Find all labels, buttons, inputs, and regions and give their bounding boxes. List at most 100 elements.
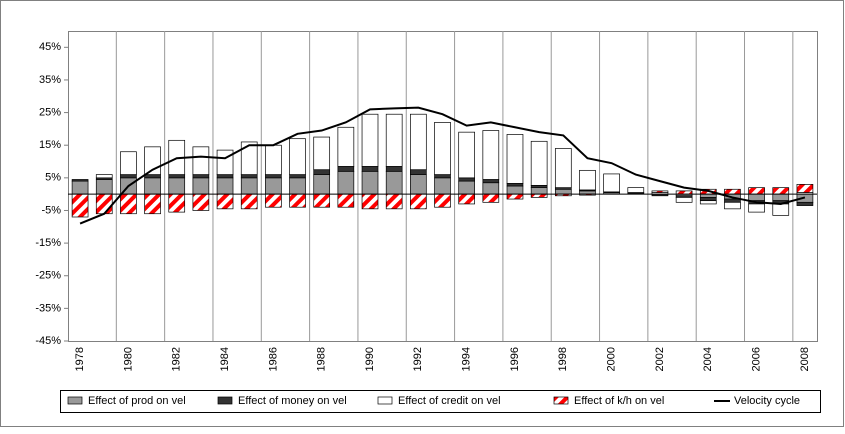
y-tick-label: 15% bbox=[39, 139, 61, 151]
bar bbox=[410, 174, 427, 195]
x-tick-label: 1988 bbox=[316, 347, 328, 371]
bar bbox=[192, 177, 210, 195]
bar bbox=[289, 177, 306, 195]
bar bbox=[434, 193, 451, 208]
bar bbox=[361, 193, 379, 210]
bar bbox=[458, 193, 475, 205]
bar bbox=[313, 174, 331, 195]
bar bbox=[192, 174, 210, 179]
y-tick-label: -15% bbox=[35, 237, 61, 249]
bar bbox=[240, 174, 258, 179]
bar bbox=[168, 177, 186, 195]
bar bbox=[240, 193, 258, 210]
bar bbox=[95, 193, 113, 215]
bar bbox=[289, 174, 306, 179]
bar bbox=[434, 177, 451, 195]
bar bbox=[144, 193, 161, 215]
bar bbox=[410, 113, 427, 171]
y-tick-label: -45% bbox=[35, 335, 61, 347]
bar bbox=[361, 166, 379, 172]
bar bbox=[71, 179, 89, 182]
bar bbox=[554, 148, 572, 188]
bar bbox=[603, 173, 620, 193]
bar bbox=[337, 170, 355, 195]
x-tick-label: 1982 bbox=[171, 347, 183, 371]
bar bbox=[265, 144, 282, 175]
bar bbox=[385, 193, 403, 210]
bar bbox=[530, 187, 548, 195]
bar bbox=[120, 174, 137, 179]
x-tick-label: 2002 bbox=[654, 347, 666, 371]
x-tick-label: 1980 bbox=[122, 347, 134, 371]
bar bbox=[95, 174, 113, 179]
bar bbox=[554, 188, 572, 195]
bar bbox=[71, 180, 89, 195]
x-tick-label: 1992 bbox=[412, 347, 424, 371]
bar bbox=[313, 136, 331, 171]
bar bbox=[506, 193, 524, 200]
bar bbox=[482, 179, 500, 184]
bar bbox=[530, 140, 548, 186]
bar bbox=[410, 169, 427, 175]
bar bbox=[385, 166, 403, 172]
x-tick-label: 2000 bbox=[606, 347, 618, 371]
bar bbox=[748, 203, 765, 213]
bar bbox=[482, 193, 500, 203]
legend-label: Effect of money on vel bbox=[238, 395, 347, 407]
bar bbox=[337, 166, 355, 172]
bar bbox=[506, 185, 524, 195]
bar bbox=[482, 182, 500, 195]
bar bbox=[458, 180, 475, 195]
x-tick-label: 2006 bbox=[751, 347, 763, 371]
bar bbox=[796, 184, 814, 193]
bar bbox=[651, 190, 669, 193]
legend-label: Effect of credit on vel bbox=[398, 395, 501, 407]
y-tick-label: -5% bbox=[41, 204, 61, 216]
bar bbox=[265, 177, 282, 195]
bar bbox=[289, 138, 306, 175]
legend-swatch bbox=[553, 396, 569, 405]
bar bbox=[361, 113, 379, 167]
bar bbox=[95, 179, 113, 195]
x-tick-label: 1978 bbox=[74, 347, 86, 371]
bar bbox=[385, 113, 403, 167]
bar bbox=[772, 203, 790, 216]
bar bbox=[71, 193, 89, 218]
bar bbox=[216, 174, 234, 179]
bar bbox=[506, 183, 524, 187]
y-tick-label: 5% bbox=[45, 172, 61, 184]
legend-swatch bbox=[217, 396, 233, 405]
bar bbox=[675, 197, 693, 203]
bar bbox=[772, 193, 790, 202]
legend-swatch bbox=[377, 396, 393, 405]
y-tick-label: -35% bbox=[35, 302, 61, 314]
x-tick-label: 2004 bbox=[702, 347, 714, 371]
bar bbox=[434, 122, 451, 175]
x-tick-label: 2008 bbox=[799, 347, 811, 371]
bar bbox=[458, 177, 475, 182]
x-tick-label: 1984 bbox=[219, 347, 231, 371]
legend-label: Effect of k/h on vel bbox=[574, 395, 664, 407]
x-tick-label: 1990 bbox=[364, 347, 376, 371]
bar bbox=[724, 201, 741, 210]
bar bbox=[240, 177, 258, 195]
bar bbox=[120, 193, 137, 215]
bar bbox=[216, 193, 234, 210]
bar bbox=[361, 170, 379, 195]
bar bbox=[506, 134, 524, 184]
x-tick-label: 1998 bbox=[557, 347, 569, 371]
x-tick-label: 1996 bbox=[509, 347, 521, 371]
bar bbox=[724, 188, 741, 195]
bar bbox=[216, 177, 234, 195]
bar bbox=[410, 193, 427, 210]
y-tick-label: -25% bbox=[35, 270, 61, 282]
legend-swatch bbox=[67, 396, 83, 405]
bar bbox=[772, 187, 790, 195]
bar bbox=[796, 201, 814, 206]
bar bbox=[168, 193, 186, 213]
legend-label: Effect of prod on vel bbox=[88, 395, 186, 407]
bar bbox=[748, 187, 765, 195]
bar bbox=[385, 170, 403, 195]
line-series bbox=[79, 106, 806, 225]
